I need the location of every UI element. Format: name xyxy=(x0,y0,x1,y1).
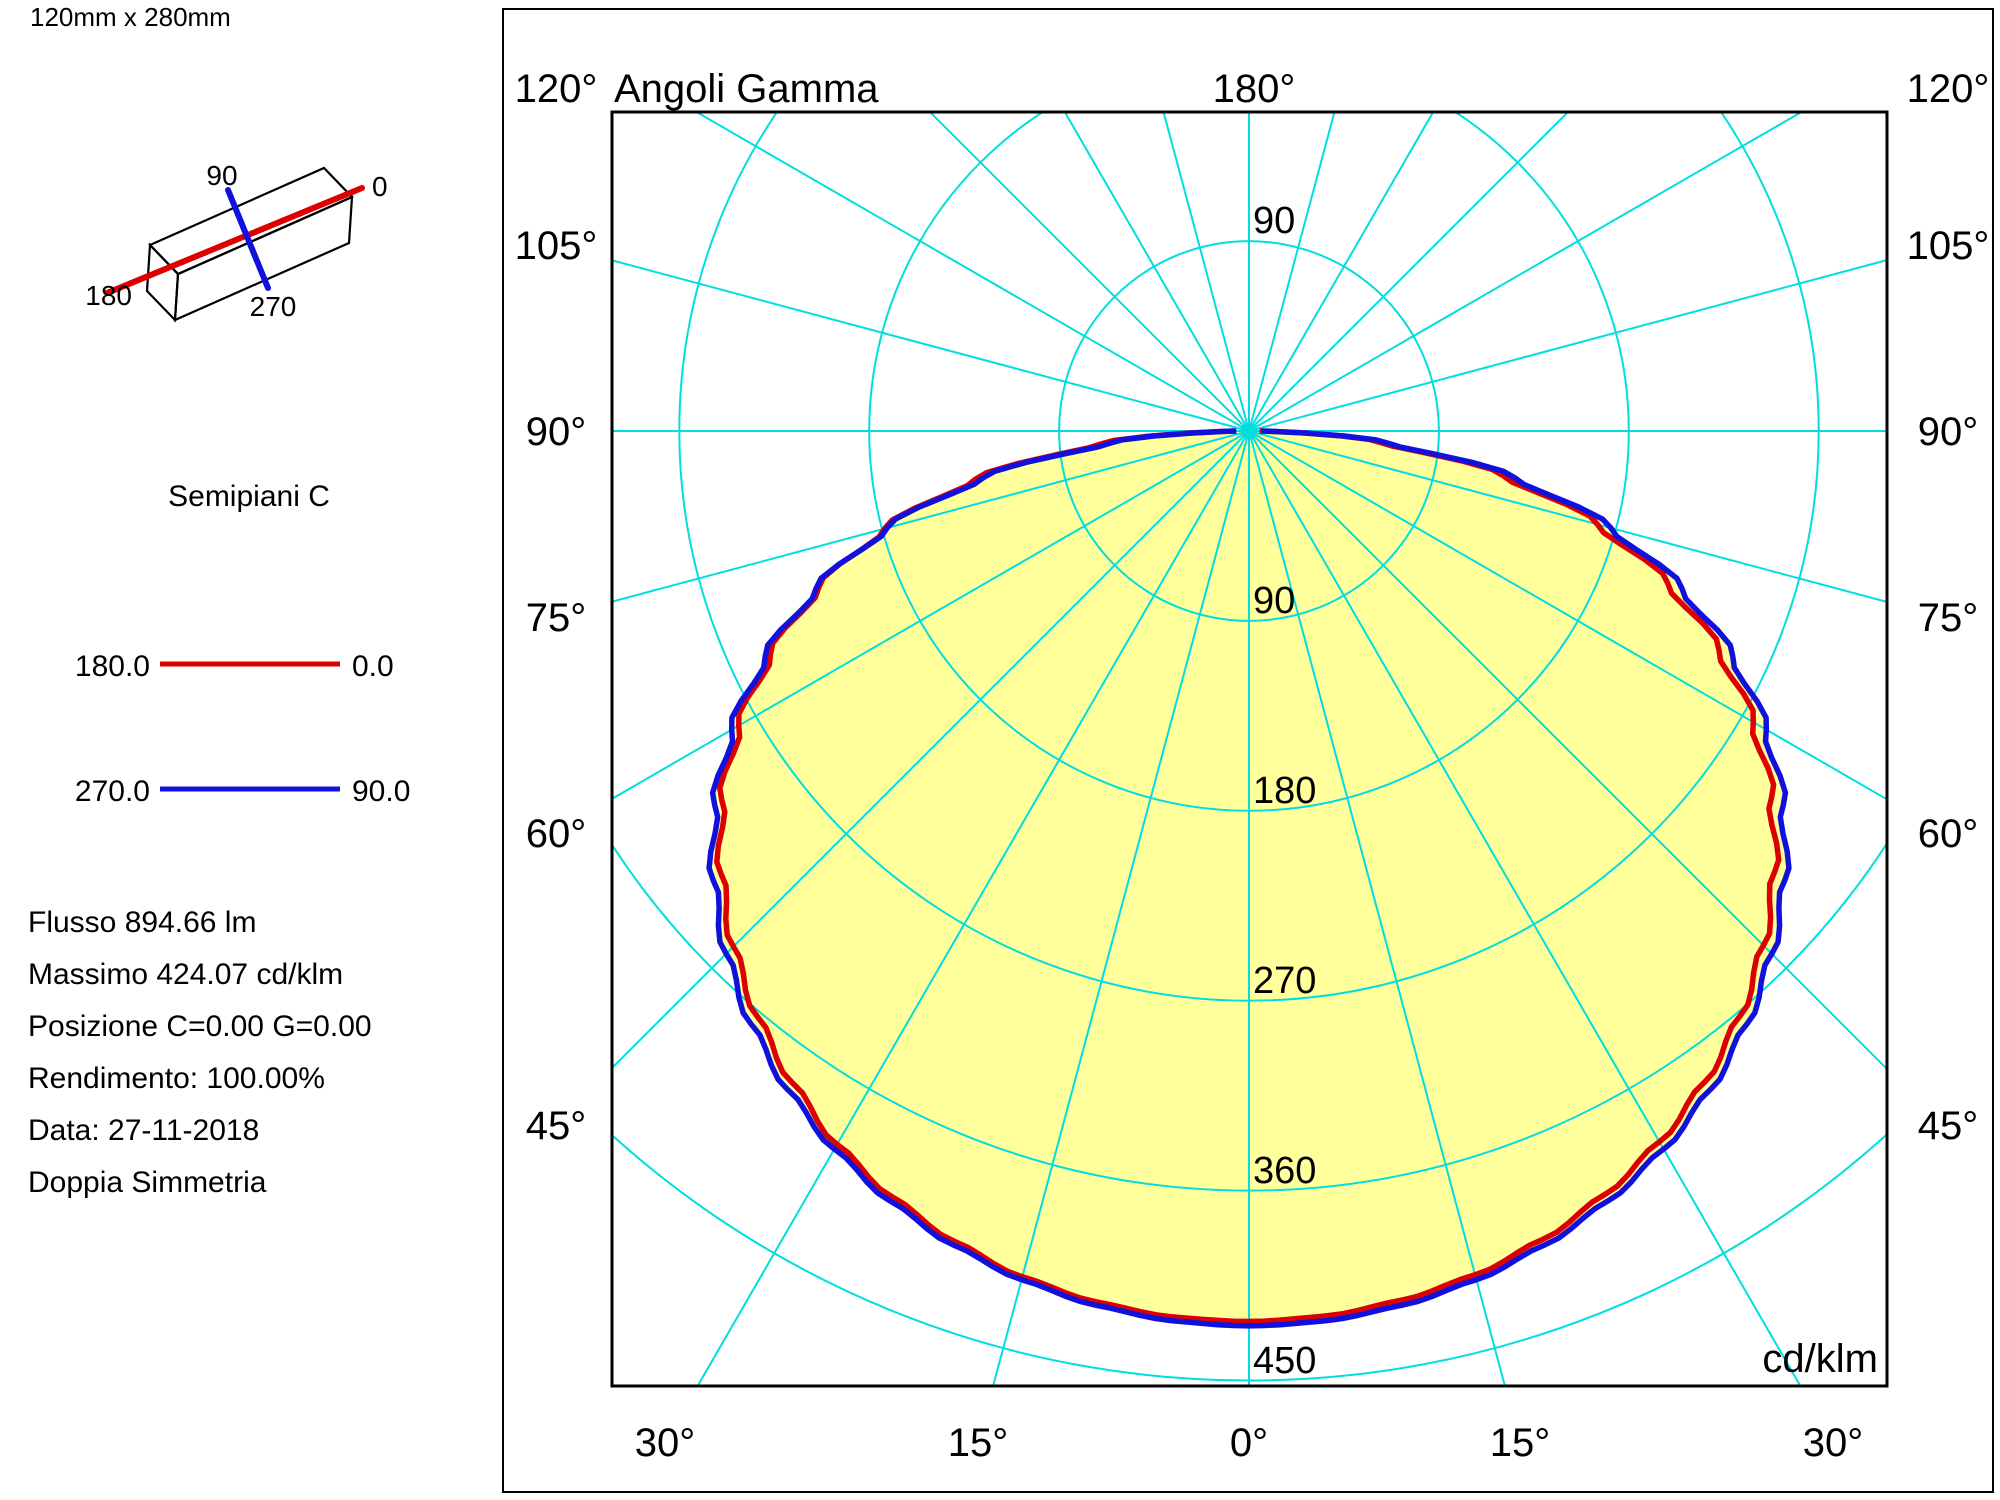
stats-block: Flusso 894.66 lm Massimo 424.07 cd/klm P… xyxy=(28,906,372,1199)
radial-tick-upper-90: 90 xyxy=(1253,200,1295,242)
grid-radial-line-345 xyxy=(1248,259,1887,432)
gamma-label-top-right-120: 120° xyxy=(1907,67,1990,111)
left-panel: 120mm x 280mm 90 0 180 270 Semipiani C 1… xyxy=(28,2,410,1199)
legend: 180.0 0.0 270.0 90.0 xyxy=(75,650,410,808)
gamma-label-right-45: 45° xyxy=(1918,1104,1979,1148)
gamma-label-right-105: 105° xyxy=(1907,224,1990,268)
sketch-label-0: 0 xyxy=(372,171,388,202)
unit-label: cd/klm xyxy=(1762,1337,1878,1381)
legend-right-label: 90.0 xyxy=(352,775,410,808)
gamma-label-left-60: 60° xyxy=(526,812,587,856)
sketch-c90-c270-axis-line xyxy=(225,187,271,291)
max-position-value: Posizione C=0.00 G=0.00 xyxy=(28,1010,372,1043)
grid-radial-line-330 xyxy=(1248,112,1804,432)
gamma-label-left-75: 75° xyxy=(526,596,587,640)
grid-radial-line-75 xyxy=(1248,430,1506,1386)
legend-left-label: 270.0 xyxy=(75,775,150,808)
radial-tick-180: 180 xyxy=(1253,770,1316,812)
gamma-label-right-60: 60° xyxy=(1918,812,1979,856)
sketch-box-top-face xyxy=(148,166,354,276)
grid-radial-line-150 xyxy=(612,430,1250,800)
grid-radial-line-195 xyxy=(612,259,1250,432)
grid-radial-line-285 xyxy=(1248,112,1336,432)
grid-radial-line-60 xyxy=(1248,430,1802,1386)
legend-row-c180-c0: 180.0 0.0 xyxy=(75,650,394,683)
gamma-label-top-180: 180° xyxy=(1213,67,1296,111)
chart-title: Angoli Gamma xyxy=(614,67,879,111)
sketch-label-180: 180 xyxy=(85,280,132,311)
grid-radial-line-165 xyxy=(612,430,1250,603)
grid-radial-line-30 xyxy=(1248,430,1887,801)
grid-radial-line-15 xyxy=(1248,430,1887,603)
grid-radial-line-255 xyxy=(1162,112,1250,432)
gamma-label-left-90: 90° xyxy=(526,410,587,454)
date-value: Data: 27-11-2018 xyxy=(28,1114,259,1147)
flux-value: Flusso 894.66 lm xyxy=(28,906,256,939)
gamma-label-bottom-15L: 15° xyxy=(948,1421,1009,1465)
radial-tick-270: 270 xyxy=(1253,960,1316,1002)
gamma-label-bottom-0: 0° xyxy=(1230,1421,1268,1465)
sketch-box-end-face xyxy=(145,242,180,323)
radial-tick-360: 360 xyxy=(1253,1150,1316,1192)
radial-tick-90: 90 xyxy=(1253,580,1295,622)
legend-left-label: 180.0 xyxy=(75,650,150,683)
grid-radial-line-300 xyxy=(1248,112,1435,432)
symmetry-type: Doppia Simmetria xyxy=(28,1166,267,1199)
gamma-label-left-45: 45° xyxy=(526,1104,587,1148)
luminaire-dimensions-label: 120mm x 280mm xyxy=(30,2,231,32)
sketch-label-270: 270 xyxy=(250,291,297,322)
gamma-label-bottom-15R: 15° xyxy=(1490,1421,1551,1465)
grid-radial-line-240 xyxy=(1063,112,1250,432)
gamma-label-bottom-30R: 30° xyxy=(1803,1421,1864,1465)
grid-radial-line-225 xyxy=(928,112,1250,432)
max-intensity-value: Massimo 424.07 cd/klm xyxy=(28,958,343,991)
legend-row-c270-c90: 270.0 90.0 xyxy=(75,775,410,808)
gamma-label-bottom-30L: 30° xyxy=(635,1421,696,1465)
intensity-curve-c0-c180 xyxy=(714,428,1782,1325)
grid-radial-line-315 xyxy=(1248,112,1570,432)
chart-outer-frame xyxy=(502,8,1994,1493)
grid-radial-line-210 xyxy=(694,112,1250,432)
plot-area-border xyxy=(610,110,1889,1388)
sketch-label-90: 90 xyxy=(206,160,237,191)
gamma-label-left-105: 105° xyxy=(515,224,598,268)
radial-tick-450: 450 xyxy=(1253,1340,1316,1382)
semipiani-c-title: Semipiani C xyxy=(168,480,330,513)
gamma-label-top-left-120: 120° xyxy=(515,67,598,111)
gamma-label-right-90: 90° xyxy=(1918,410,1979,454)
sketch-c0-c180-axis-line xyxy=(104,185,365,296)
grid-radial-line-135 xyxy=(612,430,1250,1070)
grid-radial-line-120 xyxy=(696,430,1250,1386)
legend-right-label: 0.0 xyxy=(352,650,394,683)
luminaire-sketch-icon: 90 0 180 270 xyxy=(85,160,388,323)
gamma-label-right-75: 75° xyxy=(1918,596,1979,640)
grid-radial-line-105 xyxy=(992,430,1250,1386)
intensity-curve-c90-c270 xyxy=(706,428,1792,1329)
efficiency-value: Rendimento: 100.00% xyxy=(28,1062,325,1095)
